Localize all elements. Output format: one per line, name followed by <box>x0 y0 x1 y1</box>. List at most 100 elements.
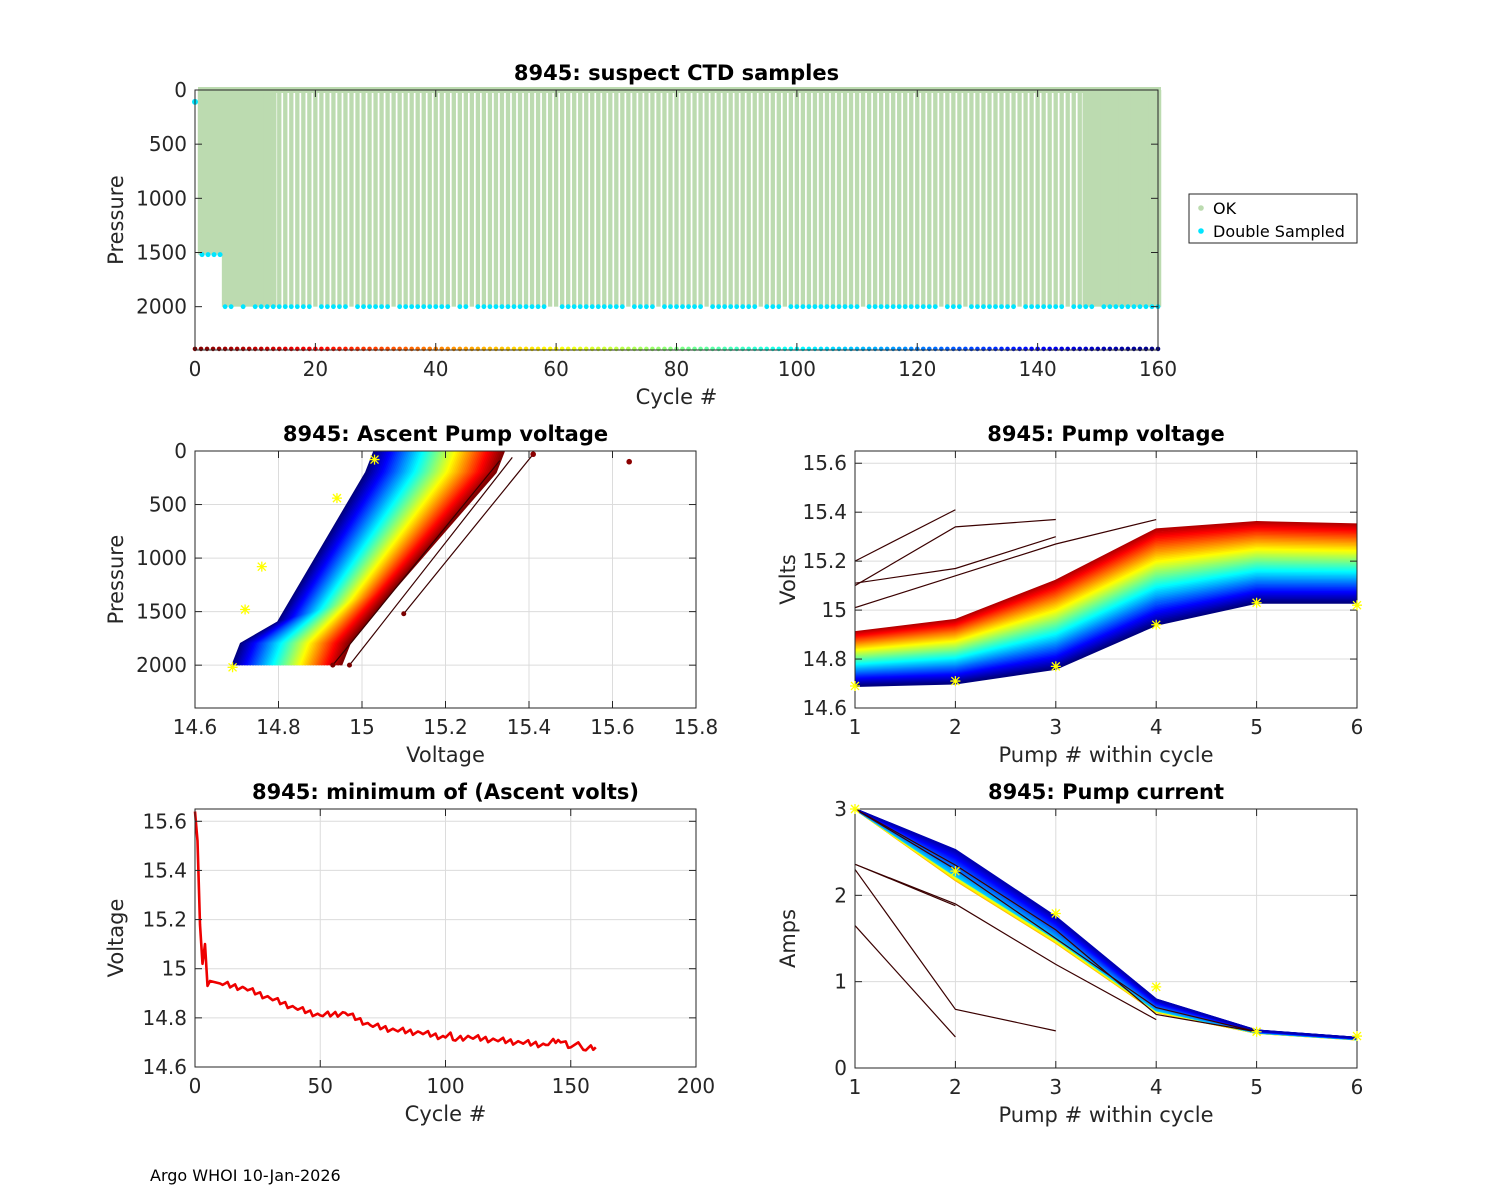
pump-voltage-cycle <box>855 588 1357 678</box>
double-sampled-point <box>343 304 348 310</box>
cycle-marker <box>445 346 451 352</box>
pump-voltage-cycle <box>855 530 1357 640</box>
ok-column <box>945 90 950 307</box>
ok-column <box>451 90 456 307</box>
pump-voltage-cycle <box>855 525 1357 636</box>
cycle-marker <box>770 346 776 352</box>
pumpc-axes <box>854 808 1358 1069</box>
ok-column <box>529 90 535 307</box>
x-tick-label: 14.6 <box>173 715 218 739</box>
ok-column <box>1142 90 1150 307</box>
ok-column <box>1124 90 1132 307</box>
pump-current-early <box>854 863 956 907</box>
cycle-marker <box>457 346 463 352</box>
ok-column <box>716 90 721 307</box>
pump-voltage-cycle <box>855 553 1357 655</box>
cycle-marker <box>535 346 541 352</box>
cycle-marker <box>890 346 896 352</box>
pump-voltage-cycle <box>855 594 1357 683</box>
ok-column <box>469 90 475 307</box>
y-tick-label: 14.8 <box>142 1006 187 1030</box>
footer-label: Argo WHOI 10-Jan-2026 <box>150 1166 341 1185</box>
cycle-marker <box>559 346 565 352</box>
y-tick-label: 1500 <box>136 600 187 624</box>
double-sampled-point <box>505 304 511 310</box>
pump-voltage-cycle <box>855 597 1357 685</box>
pump-voltage-cycle <box>855 564 1357 663</box>
ok-column <box>752 90 757 307</box>
ok-column <box>209 90 217 255</box>
double-sampled-point <box>800 304 806 310</box>
double-sampled-point <box>1041 304 1047 310</box>
ok-column <box>638 90 643 307</box>
ok-column <box>523 90 529 307</box>
ok-column <box>221 90 229 307</box>
cycle-marker <box>722 346 727 352</box>
y-tick-label: 500 <box>149 493 187 517</box>
legend-double-label: Double Sampled <box>1213 222 1345 241</box>
ok-column <box>662 90 667 307</box>
ok-column <box>788 90 794 307</box>
cycle-marker <box>668 346 673 352</box>
ok-column <box>517 90 523 307</box>
double-sampled-point <box>944 304 950 310</box>
cycle-marker <box>517 346 523 352</box>
pump-voltage-cycle <box>855 540 1357 646</box>
cycle-marker <box>776 346 782 352</box>
ok-column <box>644 90 649 307</box>
pump-voltage-cycle <box>855 563 1357 662</box>
double-sampled-point <box>589 304 595 310</box>
x-tick-label: 15.6 <box>590 715 635 739</box>
ok-column <box>794 90 800 307</box>
pump-voltage-cycle <box>855 562 1357 661</box>
double-sampled-point <box>397 304 403 310</box>
ok-column <box>656 90 661 307</box>
cycle-marker <box>529 346 535 352</box>
ok-column <box>921 90 926 307</box>
ok-column <box>596 90 601 307</box>
ok-column <box>1077 90 1082 307</box>
ok-column <box>770 90 775 307</box>
x-tick-label: 15 <box>349 715 374 739</box>
double-sampled-point <box>228 304 234 310</box>
double-sampled-point <box>824 304 830 310</box>
pumpv-ylabel: Volts <box>776 554 800 605</box>
ascent-early-profile <box>349 457 513 666</box>
cycle-marker <box>620 346 625 352</box>
x-tick-label: 50 <box>308 1074 333 1098</box>
ok-column <box>355 90 360 307</box>
double-sampled-point <box>999 304 1004 310</box>
x-tick-label: 5 <box>1250 715 1263 739</box>
x-tick-label: 60 <box>543 357 568 381</box>
ok-column <box>1094 90 1102 307</box>
double-sampled-point <box>205 252 211 258</box>
double-sampled-point <box>842 304 848 310</box>
y-tick-label: 1500 <box>136 241 187 265</box>
ok-column <box>939 90 944 307</box>
double-sampled-point <box>421 304 427 310</box>
cycle-marker <box>842 346 848 352</box>
ok-column <box>307 90 312 307</box>
double-sampled-point <box>631 304 637 310</box>
ok-column <box>728 90 733 307</box>
cycle-marker <box>963 346 968 352</box>
double-sampled-point <box>872 304 878 310</box>
ok-column <box>233 90 241 307</box>
double-sampled-point <box>806 304 812 310</box>
cycle-marker <box>1029 346 1034 352</box>
double-sampled-point <box>650 304 655 310</box>
ok-column <box>758 90 763 307</box>
cycle-marker <box>878 346 884 352</box>
double-sampled-point <box>559 304 565 310</box>
double-sampled-point <box>740 304 746 310</box>
ok-column <box>878 90 884 307</box>
double-sampled-point <box>752 304 758 310</box>
double-sampled-point <box>1023 304 1028 310</box>
cycle-marker <box>228 346 234 352</box>
double-sampled-point <box>294 304 300 310</box>
ok-column <box>535 90 541 307</box>
ok-column <box>403 90 408 307</box>
x-tick-label: 1 <box>849 715 862 739</box>
ok-column <box>776 90 781 307</box>
double-sampled-point <box>1047 304 1053 310</box>
